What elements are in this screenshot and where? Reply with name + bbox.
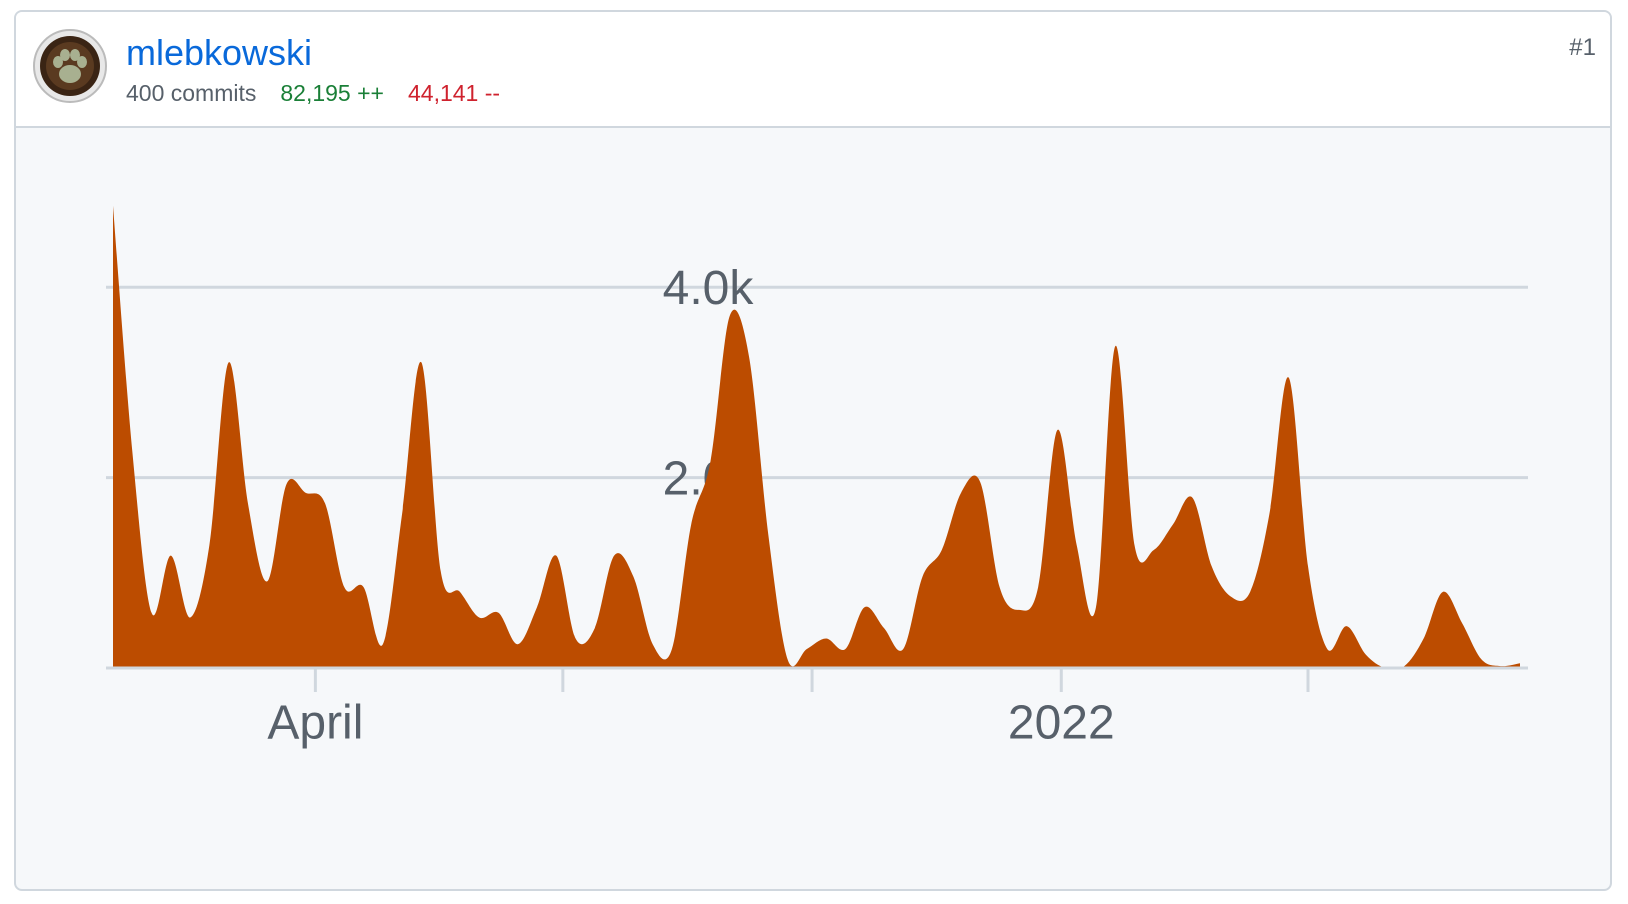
username[interactable]: mlebkowski <box>126 32 313 73</box>
y-tick-label: 4.0k <box>663 262 755 315</box>
x-tick-label: April <box>267 697 363 750</box>
stats: 400 commits 82,195 ++ 44,141 -- <box>126 80 524 107</box>
contributor-card: mlebkowski 400 commits 82,195 ++ 44,141 --… <box>14 10 1612 891</box>
deletions: 44,141 -- <box>407 80 501 106</box>
avatar[interactable] <box>32 28 108 104</box>
x-tick-label: 2022 <box>1008 697 1115 750</box>
rank: #1 <box>1569 34 1596 61</box>
additions: 82,195 ++ <box>280 80 384 106</box>
area <box>113 205 1520 668</box>
card-header: mlebkowski 400 commits 82,195 ++ 44,141 --… <box>16 12 1610 128</box>
commit-count[interactable]: 400 commits <box>126 80 257 106</box>
